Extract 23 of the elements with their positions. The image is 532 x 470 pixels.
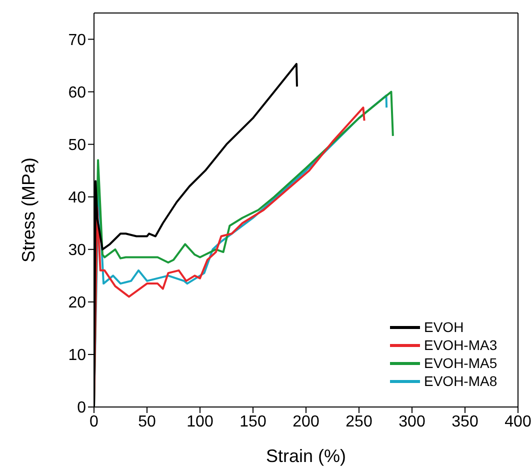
legend-label: EVOH-MA8	[424, 372, 498, 390]
y-tick-label: 70	[68, 32, 86, 49]
y-tick-label: 20	[68, 294, 86, 312]
y-tick-label: 60	[68, 84, 86, 102]
x-tick-label: 400	[504, 413, 532, 430]
legend-label: EVOH-MA3	[424, 336, 498, 354]
legend-label: EVOH	[424, 318, 464, 336]
y-tick-label: 0	[77, 400, 86, 417]
y-axis-title: Stress (MPa)	[18, 157, 38, 263]
x-tick-label: 250	[346, 413, 372, 430]
x-tick-label: 50	[138, 413, 156, 430]
x-tick-label: 350	[452, 413, 478, 430]
x-tick-label: 100	[186, 413, 214, 430]
y-tick-label: 50	[68, 137, 86, 154]
x-tick-label: 200	[292, 413, 320, 430]
legend-label: EVOH-MA5	[424, 354, 498, 372]
x-tick-label: 300	[398, 413, 426, 430]
y-tick-label: 40	[68, 190, 86, 207]
x-axis-title: Strain (%)	[266, 446, 346, 466]
x-tick-label: 150	[240, 413, 266, 430]
x-tick-label: 0	[90, 413, 99, 430]
y-tick-label: 10	[68, 347, 86, 364]
y-tick-label: 30	[68, 242, 86, 260]
